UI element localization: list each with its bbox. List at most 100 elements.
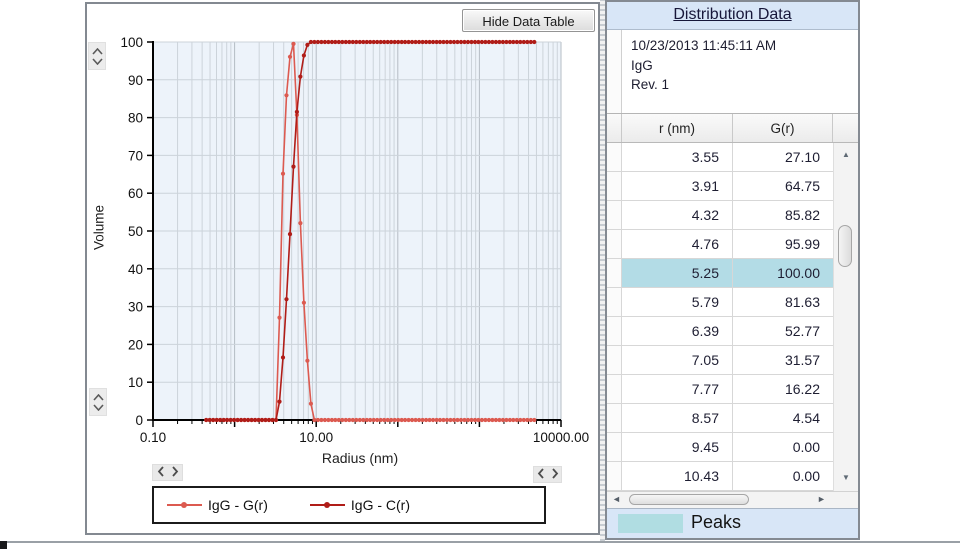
r-value-cell: 8.57 <box>622 404 733 432</box>
svg-text:80: 80 <box>128 111 143 126</box>
table-row[interactable]: 7.05 31.57 <box>607 346 833 375</box>
meta-timestamp: 10/23/2013 11:45:11 AM <box>631 38 777 53</box>
row-gutter <box>607 346 622 374</box>
table-row[interactable]: 5.79 81.63 <box>607 288 833 317</box>
r-value-cell: 9.45 <box>622 433 733 461</box>
row-gutter <box>607 462 622 490</box>
svg-text:0: 0 <box>135 413 143 428</box>
chevron-down-icon[interactable] <box>92 403 104 411</box>
gr-value-cell: 27.10 <box>784 149 820 165</box>
gr-value-cell: 85.82 <box>784 207 820 223</box>
vertical-scroll-thumb[interactable] <box>838 225 852 267</box>
svg-text:10: 10 <box>128 375 143 390</box>
svg-text:100: 100 <box>120 35 143 50</box>
chart-legend: IgG - G(r) IgG - C(r) <box>152 486 546 524</box>
row-gutter <box>607 143 622 171</box>
row-gutter <box>607 433 622 461</box>
r-value-cell: 10.43 <box>622 462 733 490</box>
svg-text:90: 90 <box>128 73 143 88</box>
row-gutter <box>607 259 622 287</box>
chevron-down-icon[interactable] <box>91 57 103 65</box>
gr-value-cell: 0.00 <box>792 439 820 455</box>
r-value-cell: 7.05 <box>622 346 733 374</box>
row-gutter <box>607 375 622 403</box>
y-axis-bottom-spinner <box>89 388 107 416</box>
gr-value-cell: 4.54 <box>792 410 820 426</box>
table-row[interactable]: 8.57 4.54 <box>607 404 833 433</box>
g-series-marker-icon <box>167 502 202 508</box>
chevron-up-icon[interactable] <box>91 47 103 55</box>
table-body: 3.55 27.10 3.91 64.75 4.32 85.82 4.76 95.99 5.25… <box>607 143 858 491</box>
r-value-cell: 7.77 <box>622 375 733 403</box>
chevron-left-icon[interactable] <box>157 464 165 482</box>
scroll-left-arrow-icon[interactable]: ◄ <box>612 494 621 504</box>
table-body-rows: 3.55 27.10 3.91 64.75 4.32 85.82 4.76 95.99 5.25… <box>607 143 833 491</box>
legend-label: IgG - C(r) <box>350 497 410 513</box>
chevron-right-icon[interactable] <box>551 466 559 484</box>
c-series <box>204 39 537 423</box>
svg-text:30: 30 <box>128 300 143 315</box>
table-row[interactable]: 3.91 64.75 <box>607 172 833 201</box>
distribution-data-panel: Distribution Data 10/23/2013 11:45:11 AM… <box>605 0 860 540</box>
table-row[interactable]: 5.25 100.00 <box>607 259 833 288</box>
row-gutter <box>607 30 622 113</box>
row-gutter <box>607 288 622 316</box>
row-gutter <box>607 172 622 200</box>
gr-value-cell: 16.22 <box>784 381 820 397</box>
scroll-right-arrow-icon[interactable]: ► <box>817 494 826 504</box>
chevron-left-icon[interactable] <box>537 466 545 484</box>
row-gutter <box>607 404 622 432</box>
horizontal-scrollbar[interactable]: ◄ ► <box>607 491 858 508</box>
measurement-meta: 10/23/2013 11:45:11 AM IgG Rev. 1 <box>607 30 858 114</box>
vertical-scrollbar[interactable]: ▲ ▼ <box>833 143 858 491</box>
gr-value-cell: 100.00 <box>733 259 833 287</box>
gr-value-cell: 95.99 <box>784 236 820 252</box>
svg-text:50: 50 <box>128 224 143 239</box>
y-axis-label: Volume <box>91 204 107 251</box>
x-axis-label: Radius (nm) <box>321 450 399 466</box>
scroll-up-arrow-icon[interactable]: ▲ <box>842 150 850 159</box>
chevron-up-icon[interactable] <box>92 393 104 401</box>
panel-splitter[interactable] <box>600 0 605 541</box>
c-series-marker-icon <box>309 502 345 508</box>
table-row[interactable]: 7.77 16.22 <box>607 375 833 404</box>
table-row[interactable]: 4.32 85.82 <box>607 201 833 230</box>
svg-text:0.10: 0.10 <box>140 430 166 445</box>
r-value-cell: 5.25 <box>622 259 733 287</box>
table-header-row: r (nm) G(r) <box>607 114 858 143</box>
table-row[interactable]: 3.55 27.10 <box>607 143 833 172</box>
table-row[interactable]: 6.39 52.77 <box>607 317 833 346</box>
gr-value-cell: 64.75 <box>784 178 820 194</box>
peaks-bar: Peaks <box>607 508 858 538</box>
horizontal-scroll-thumb[interactable] <box>629 494 749 505</box>
panel-title: Distribution Data <box>607 2 858 30</box>
legend-label: IgG - G(r) <box>208 497 268 513</box>
hide-data-table-button[interactable]: Hide Data Table <box>462 9 595 32</box>
svg-text:20: 20 <box>128 337 143 352</box>
column-header-gr[interactable]: G(r) <box>733 114 833 142</box>
svg-text:40: 40 <box>128 262 143 277</box>
chart-panel: 0 10 20 30 40 50 60 70 80 90 100 0.10 10.00 10000.00 … <box>85 2 600 535</box>
svg-text:10.00: 10.00 <box>299 430 333 445</box>
gr-value-cell: 81.63 <box>784 294 820 310</box>
meta-revision: Rev. 1 <box>631 77 670 93</box>
svg-text:10000.00: 10000.00 <box>533 430 589 445</box>
row-gutter <box>607 230 622 258</box>
table-row[interactable]: 4.76 95.99 <box>607 230 833 259</box>
row-gutter <box>607 201 622 229</box>
gr-value-cell: 31.57 <box>784 352 820 368</box>
header-scroll-spacer <box>833 114 858 142</box>
y-axis-top-spinner <box>88 42 106 70</box>
column-header-r[interactable]: r (nm) <box>622 114 733 142</box>
scroll-down-arrow-icon[interactable]: ▼ <box>842 473 850 482</box>
r-value-cell: 4.32 <box>622 201 733 229</box>
table-row[interactable]: 9.45 0.00 <box>607 433 833 462</box>
gr-value-cell: 0.00 <box>792 468 820 484</box>
svg-text:70: 70 <box>128 148 143 163</box>
table-row[interactable]: 10.43 0.00 <box>607 462 833 491</box>
meta-text: 10/23/2013 11:45:11 AM IgG Rev. 1 <box>622 30 776 113</box>
peak-color-swatch <box>618 514 683 533</box>
legend-item-g: IgG - G(r) <box>167 497 268 513</box>
chevron-right-icon[interactable] <box>171 464 179 482</box>
